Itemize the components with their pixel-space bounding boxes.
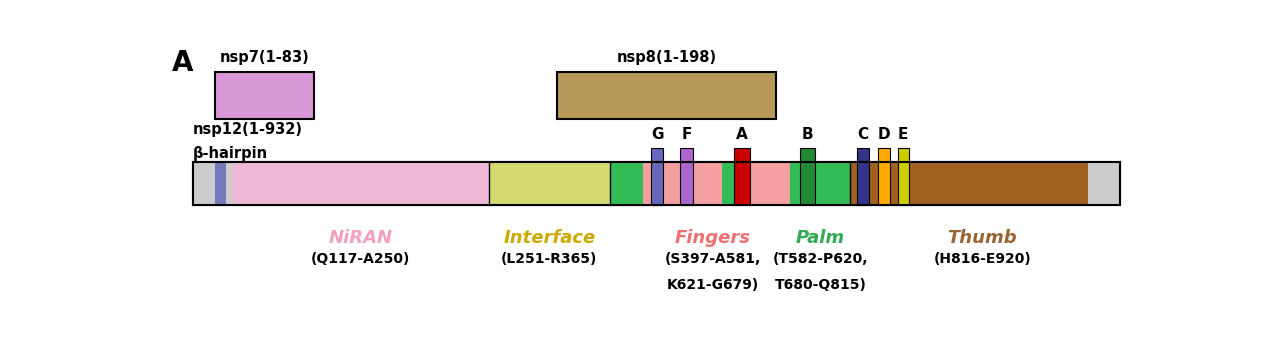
Text: nsp8(1-198): nsp8(1-198) [616,51,716,65]
Text: C: C [857,127,869,142]
Text: A: A [172,48,193,77]
FancyBboxPatch shape [789,162,851,205]
Text: (L251-R365): (L251-R365) [501,252,597,266]
Text: G: G [651,127,664,142]
FancyBboxPatch shape [857,148,869,205]
FancyBboxPatch shape [722,162,749,205]
Text: Palm: Palm [796,228,845,246]
Text: nsp12(1-932): nsp12(1-932) [193,122,302,137]
FancyBboxPatch shape [489,162,610,205]
FancyBboxPatch shape [193,162,233,205]
FancyBboxPatch shape [851,162,1089,205]
Text: (S397-A581,: (S397-A581, [665,252,761,266]
Text: Thumb: Thumb [948,228,1017,246]
FancyBboxPatch shape [898,148,908,205]
FancyBboxPatch shape [215,162,225,205]
Text: (Q117-A250): (Q117-A250) [311,252,410,266]
Text: β-hairpin: β-hairpin [193,146,268,161]
FancyBboxPatch shape [193,162,1120,205]
Text: NiRAN: NiRAN [329,228,393,246]
FancyBboxPatch shape [557,72,776,119]
Text: B: B [802,127,813,142]
FancyBboxPatch shape [734,148,749,205]
FancyBboxPatch shape [749,162,789,205]
Text: Interface: Interface [503,228,596,246]
FancyBboxPatch shape [801,148,816,205]
Text: Fingers: Fingers [675,228,751,246]
FancyBboxPatch shape [643,162,722,205]
FancyBboxPatch shape [877,148,890,205]
FancyBboxPatch shape [215,72,314,119]
Text: E: E [898,127,908,142]
FancyBboxPatch shape [651,148,664,205]
Text: T680-Q815): T680-Q815) [775,278,866,292]
Text: (T582-P620,: (T582-P620, [772,252,869,266]
FancyBboxPatch shape [610,162,851,205]
FancyBboxPatch shape [1089,162,1120,205]
Text: A: A [737,127,748,142]
Text: (H816-E920): (H816-E920) [934,252,1031,266]
Text: D: D [877,127,890,142]
Text: K621-G679): K621-G679) [667,278,760,292]
Text: F: F [681,127,692,142]
FancyBboxPatch shape [233,162,489,205]
FancyBboxPatch shape [610,162,643,205]
Text: nsp7(1-83): nsp7(1-83) [219,51,309,65]
FancyBboxPatch shape [680,148,693,205]
